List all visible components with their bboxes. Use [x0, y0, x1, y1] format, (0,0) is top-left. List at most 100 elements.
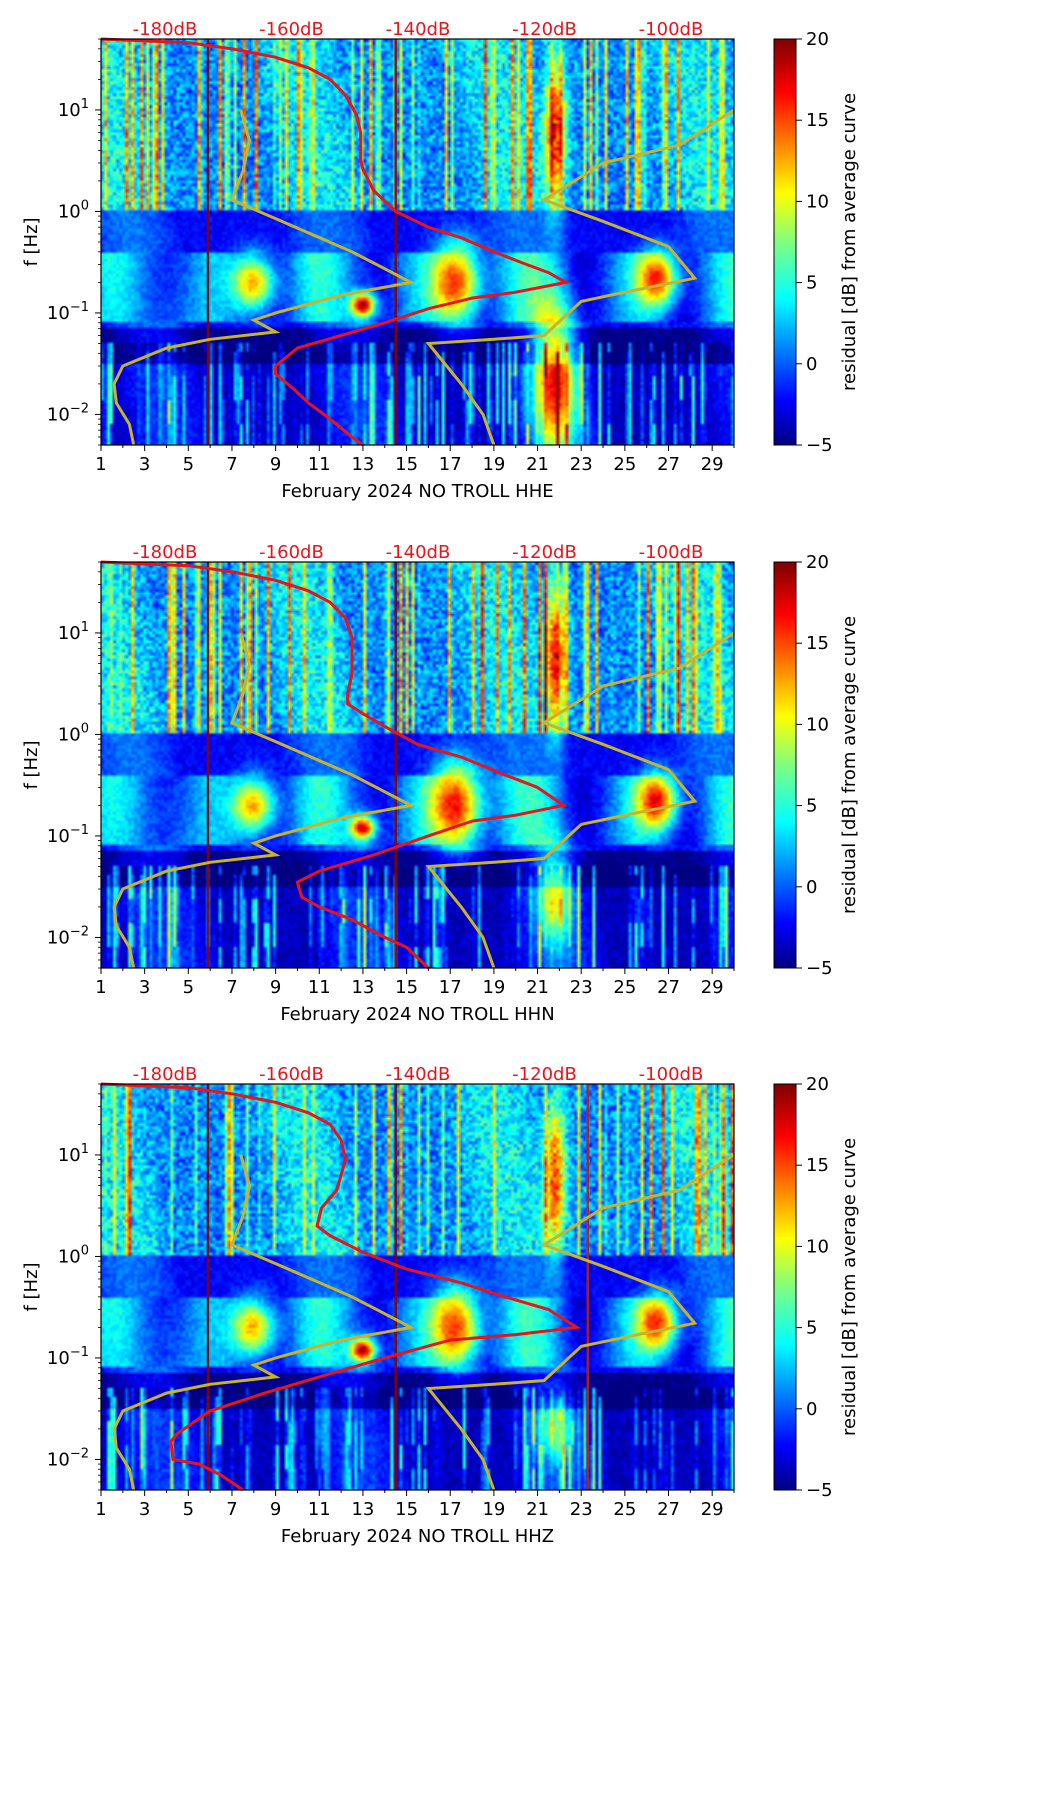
colorbar-tick-label: −5	[806, 435, 833, 456]
top-db-label: -180dB	[133, 1064, 198, 1085]
top-db-label: -120dB	[512, 1064, 577, 1085]
x-tick-label: 9	[270, 454, 281, 475]
x-tick-label: 3	[139, 1499, 150, 1520]
colorbar-tick-label: 0	[806, 1399, 817, 1420]
x-tick-label: 15	[395, 1499, 418, 1520]
top-db-label: -180dB	[133, 19, 198, 40]
y-tick-label: 10−2	[47, 1446, 89, 1470]
yellow-curve-high	[425, 1153, 735, 1491]
y-tick-label: 10−2	[47, 401, 89, 425]
x-tick-label: 5	[183, 977, 194, 998]
x-tick-label: 3	[139, 977, 150, 998]
x-tick-label: 11	[308, 1499, 331, 1520]
spectrogram-image	[101, 39, 734, 445]
colorbar-tick-label: 20	[806, 552, 829, 573]
y-tick-label: 10−1	[47, 300, 89, 324]
x-tick-label: 9	[270, 1499, 281, 1520]
x-tick-label: 19	[482, 454, 505, 475]
x-tick-label: 27	[657, 454, 680, 475]
x-tick-label: 23	[570, 1499, 593, 1520]
top-db-label: -140dB	[386, 19, 451, 40]
x-tick-label: 21	[526, 1499, 549, 1520]
colorbar	[773, 38, 797, 446]
y-tick-label: 101	[58, 1142, 89, 1166]
x-tick-label: 5	[183, 454, 194, 475]
colorbar	[773, 1083, 797, 1491]
red-average-curve	[100, 560, 568, 970]
colorbar-tick-label: −5	[806, 958, 833, 979]
colorbar-tick-label: 5	[806, 796, 817, 817]
top-db-label: -140dB	[386, 1064, 451, 1085]
x-tick-label: 29	[701, 454, 724, 475]
x-tick-label: 21	[526, 977, 549, 998]
colorbar-tick-label: 0	[806, 354, 817, 375]
x-tick-label: 25	[613, 977, 636, 998]
colorbar-tick-label: 10	[806, 714, 829, 735]
yellow-curve-low	[112, 109, 416, 446]
top-db-label: -100dB	[639, 1064, 704, 1085]
x-axis-label: February 2024 NO TROLL HHZ	[281, 1526, 554, 1547]
x-tick-label: 3	[139, 454, 150, 475]
x-tick-label: 17	[439, 1499, 462, 1520]
top-db-label: -120dB	[512, 19, 577, 40]
colorbar-tick-label: −5	[806, 1480, 833, 1501]
x-tick-label: 29	[701, 977, 724, 998]
y-tick-label: 100	[58, 198, 89, 222]
y-tick-label: 10−1	[47, 1345, 89, 1369]
x-tick-label: 13	[351, 1499, 374, 1520]
x-tick-label: 7	[226, 977, 237, 998]
colorbar-tick-label: 15	[806, 110, 829, 131]
x-tick-label: 21	[526, 454, 549, 475]
x-tick-label: 17	[439, 454, 462, 475]
x-tick-label: 15	[395, 977, 418, 998]
x-tick-label: 13	[351, 977, 374, 998]
colorbar-tick-label: 20	[806, 29, 829, 50]
colorbar-label: residual [dB] from average curve	[839, 93, 860, 391]
x-tick-label: 25	[613, 454, 636, 475]
x-tick-label: 1	[95, 454, 106, 475]
y-axis-label: f [Hz]	[21, 740, 42, 789]
red-average-curve	[100, 1082, 582, 1492]
top-db-label: -120dB	[512, 542, 577, 563]
x-tick-label: 27	[657, 977, 680, 998]
top-db-label: -100dB	[639, 19, 704, 40]
x-tick-label: 15	[395, 454, 418, 475]
y-tick-label: 10−2	[47, 924, 89, 948]
x-tick-label: 13	[351, 454, 374, 475]
top-db-label: -140dB	[386, 542, 451, 563]
top-db-label: -160dB	[259, 19, 324, 40]
colorbar-tick-label: 5	[806, 273, 817, 294]
top-db-label: -160dB	[259, 542, 324, 563]
colorbar	[773, 561, 797, 969]
colorbar-tick-label: 10	[806, 1236, 829, 1257]
y-tick-label: 101	[58, 97, 89, 121]
x-axis-label: February 2024 NO TROLL HHN	[280, 1004, 554, 1025]
x-tick-label: 17	[439, 977, 462, 998]
top-db-label: -180dB	[133, 542, 198, 563]
colorbar-tick-label: 15	[806, 633, 829, 654]
y-axis-label: f [Hz]	[21, 1262, 42, 1311]
yellow-curve-low	[112, 1154, 416, 1491]
colorbar-label: residual [dB] from average curve	[839, 1138, 860, 1436]
x-tick-label: 19	[482, 1499, 505, 1520]
x-tick-label: 29	[701, 1499, 724, 1520]
colorbar-label: residual [dB] from average curve	[839, 616, 860, 914]
x-axis-label: February 2024 NO TROLL HHE	[281, 481, 553, 502]
colorbar-tick-label: 15	[806, 1155, 829, 1176]
y-tick-label: 101	[58, 620, 89, 644]
x-tick-label: 7	[226, 454, 237, 475]
x-tick-label: 1	[95, 977, 106, 998]
spectrogram-image	[101, 562, 734, 968]
colorbar-tick-label: 0	[806, 877, 817, 898]
top-db-label: -160dB	[259, 1064, 324, 1085]
colorbar-tick-label: 10	[806, 191, 829, 212]
x-tick-label: 5	[183, 1499, 194, 1520]
red-average-curve	[100, 37, 571, 447]
x-tick-label: 25	[613, 1499, 636, 1520]
x-tick-label: 19	[482, 977, 505, 998]
x-tick-label: 7	[226, 1499, 237, 1520]
